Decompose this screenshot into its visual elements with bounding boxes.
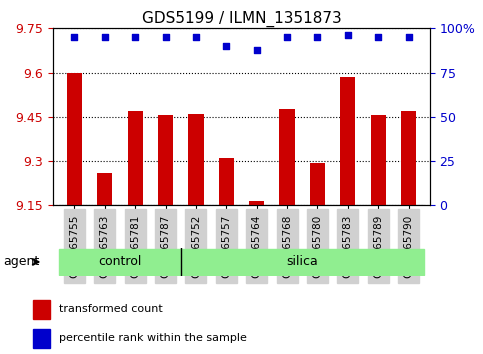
Title: GDS5199 / ILMN_1351873: GDS5199 / ILMN_1351873	[142, 11, 341, 27]
Point	[101, 34, 109, 40]
Bar	[340, 77, 355, 205]
Text: transformed count: transformed count	[59, 304, 163, 314]
Point	[405, 34, 412, 40]
Bar	[158, 115, 173, 205]
Bar	[219, 158, 234, 205]
Point	[223, 43, 230, 49]
Text: percentile rank within the sample: percentile rank within the sample	[59, 333, 247, 343]
Point	[162, 34, 170, 40]
Point	[313, 34, 321, 40]
Bar	[188, 114, 203, 205]
Bar	[67, 73, 82, 205]
Point	[344, 33, 352, 38]
Bar	[128, 111, 143, 205]
Point	[253, 47, 260, 52]
Bar	[33, 300, 50, 319]
Text: agent: agent	[3, 256, 39, 268]
Point	[283, 34, 291, 40]
Bar	[97, 173, 113, 205]
FancyBboxPatch shape	[181, 249, 424, 275]
Bar	[370, 115, 386, 205]
Text: silica: silica	[286, 256, 318, 268]
Point	[71, 34, 78, 40]
Point	[374, 34, 382, 40]
FancyBboxPatch shape	[59, 249, 181, 275]
Bar	[33, 329, 50, 348]
Bar	[280, 109, 295, 205]
Bar	[401, 111, 416, 205]
Bar	[249, 201, 264, 205]
Point	[192, 34, 200, 40]
Point	[131, 34, 139, 40]
Text: control: control	[98, 256, 142, 268]
Bar	[310, 162, 325, 205]
